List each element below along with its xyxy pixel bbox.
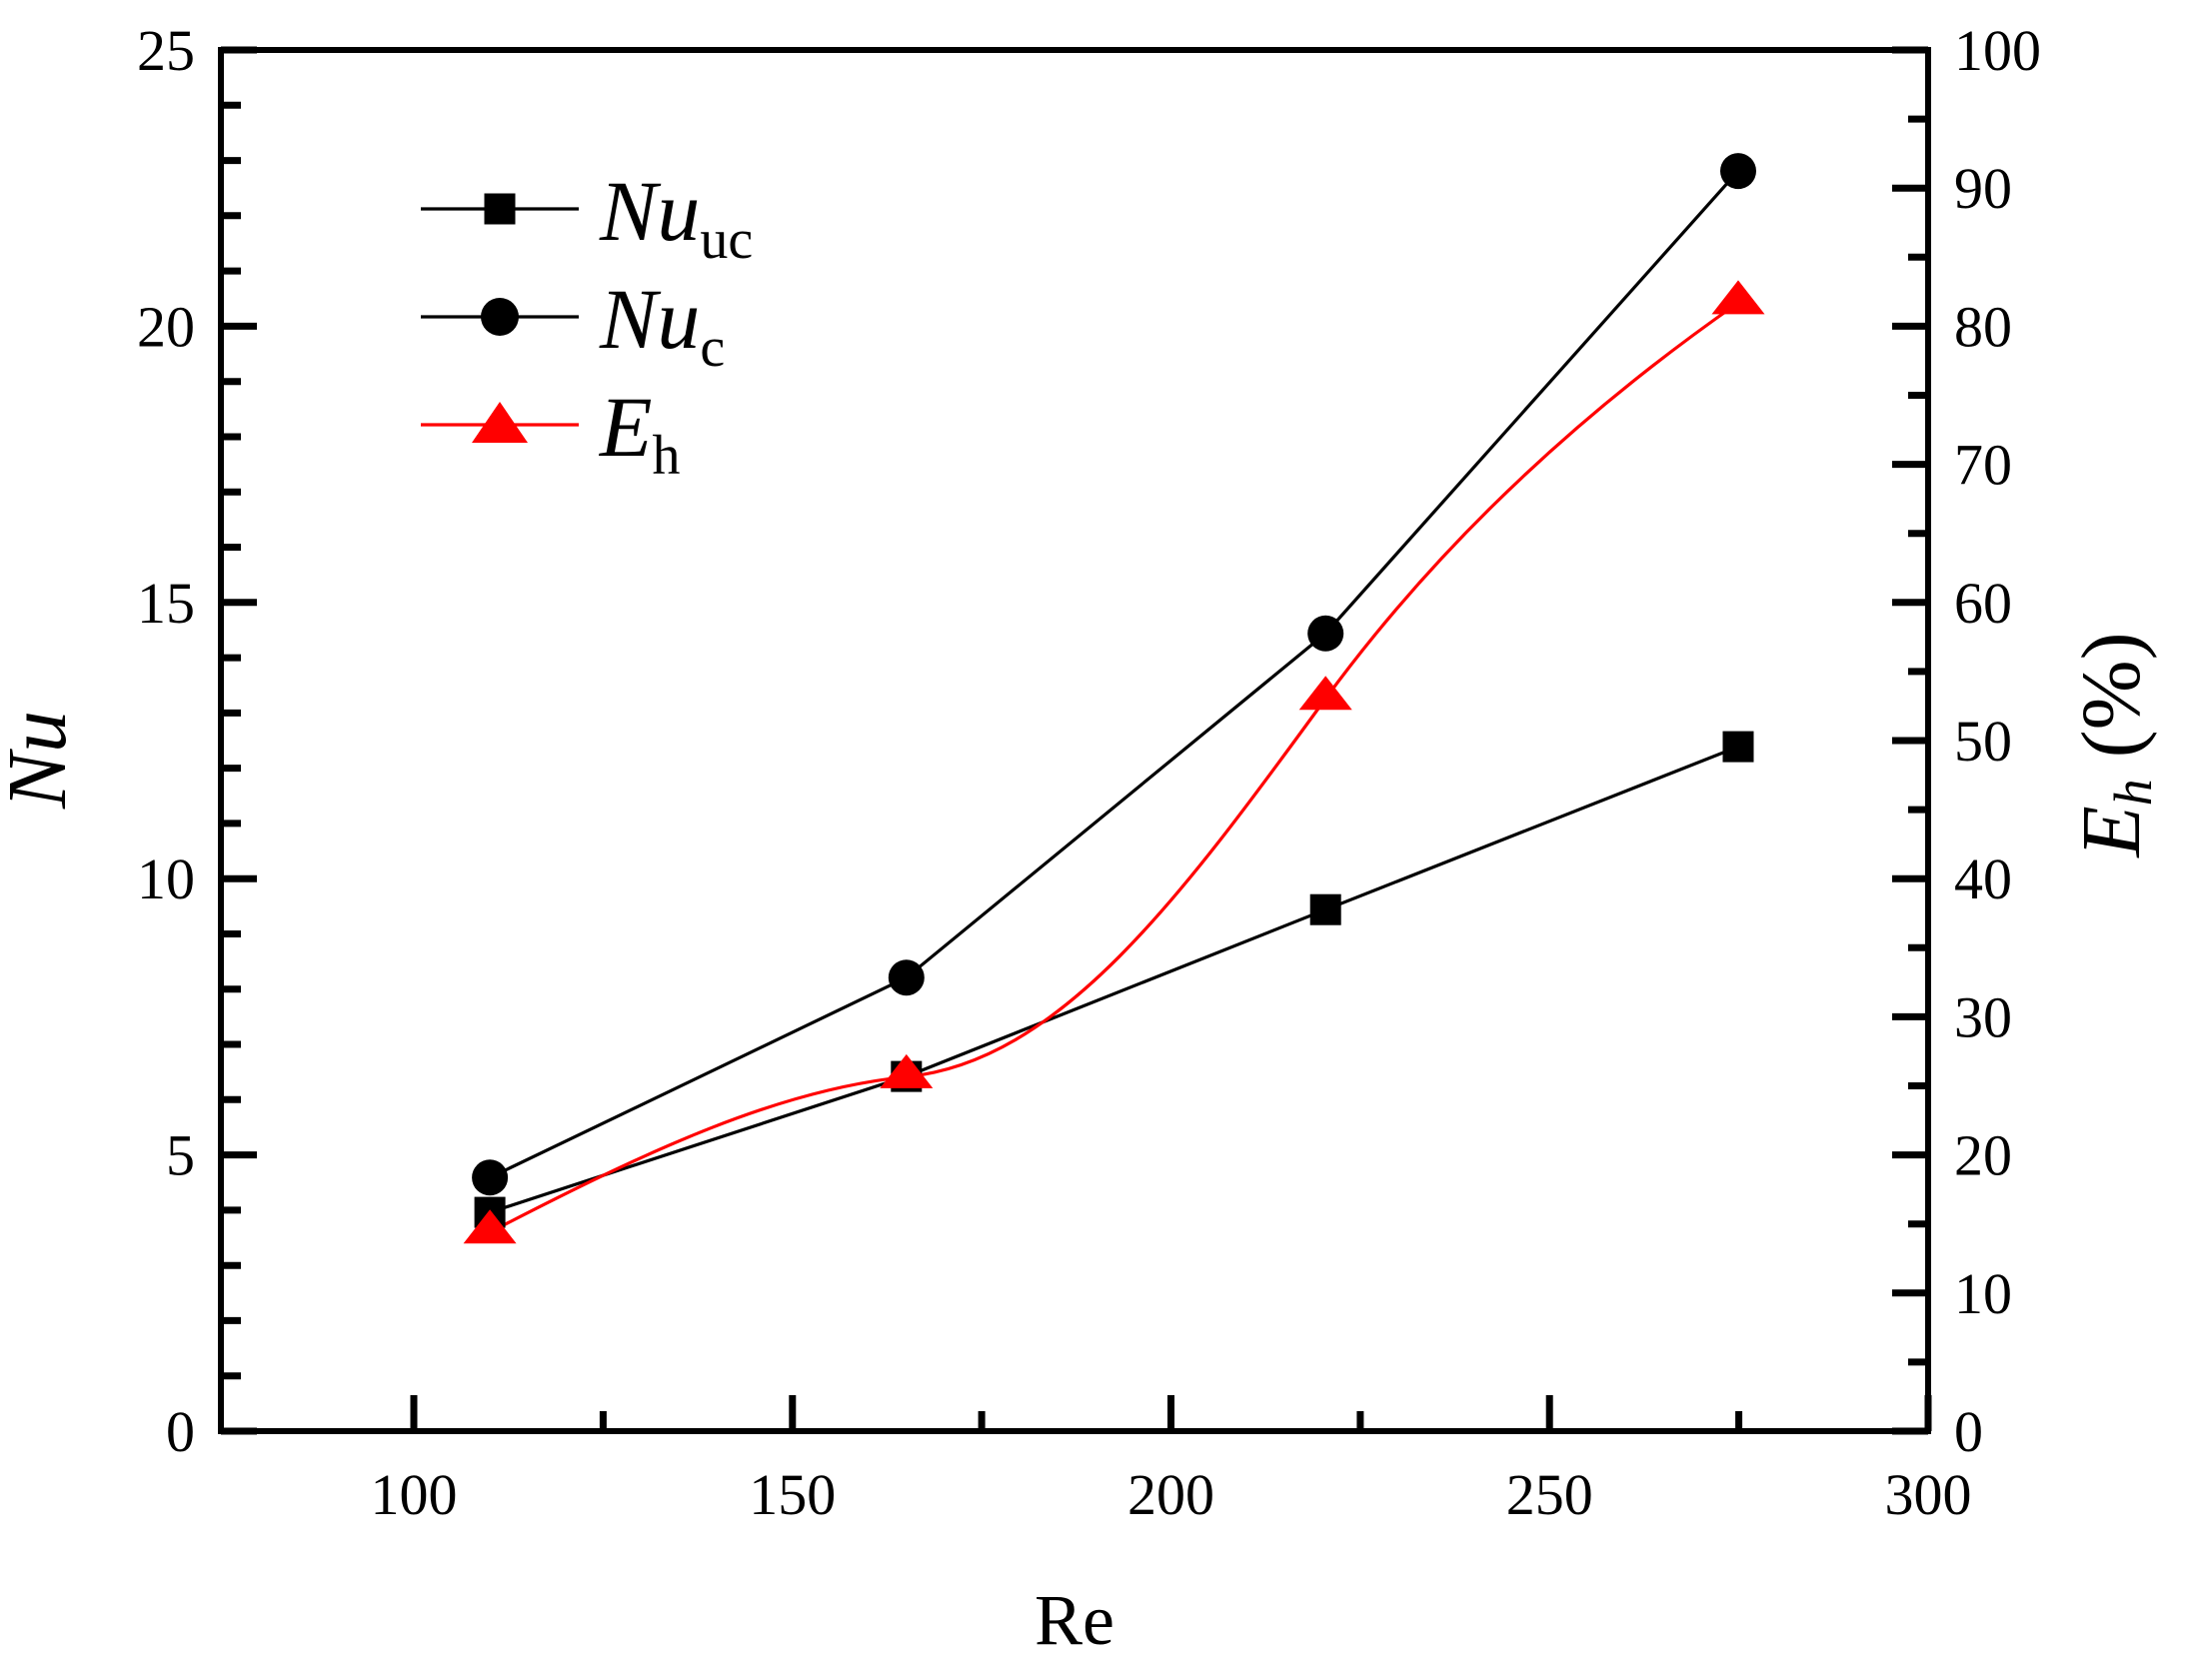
svg-text:300: 300 bbox=[1885, 1462, 1972, 1527]
svg-text:0: 0 bbox=[1954, 1399, 1983, 1464]
svg-text:Eh (%): Eh (%) bbox=[2065, 632, 2163, 857]
svg-text:200: 200 bbox=[1127, 1462, 1214, 1527]
svg-text:60: 60 bbox=[1954, 571, 2012, 636]
svg-text:5: 5 bbox=[166, 1123, 195, 1188]
svg-text:40: 40 bbox=[1954, 846, 2012, 911]
svg-text:70: 70 bbox=[1954, 433, 2012, 498]
svg-text:10: 10 bbox=[137, 846, 195, 911]
svg-text:80: 80 bbox=[1954, 294, 2012, 359]
svg-text:20: 20 bbox=[137, 294, 195, 359]
svg-text:100: 100 bbox=[371, 1462, 458, 1527]
svg-text:100: 100 bbox=[1954, 18, 2041, 83]
svg-text:Re: Re bbox=[1035, 1580, 1114, 1660]
svg-text:50: 50 bbox=[1954, 709, 2012, 774]
svg-text:25: 25 bbox=[137, 18, 195, 83]
svg-text:90: 90 bbox=[1954, 156, 2012, 221]
svg-text:250: 250 bbox=[1506, 1462, 1593, 1527]
svg-text:Nu: Nu bbox=[0, 711, 84, 810]
svg-text:30: 30 bbox=[1954, 984, 2012, 1049]
svg-text:10: 10 bbox=[1954, 1261, 2012, 1326]
svg-text:15: 15 bbox=[137, 571, 195, 636]
svg-text:150: 150 bbox=[749, 1462, 836, 1527]
svg-text:0: 0 bbox=[166, 1399, 195, 1464]
svg-text:20: 20 bbox=[1954, 1123, 2012, 1188]
